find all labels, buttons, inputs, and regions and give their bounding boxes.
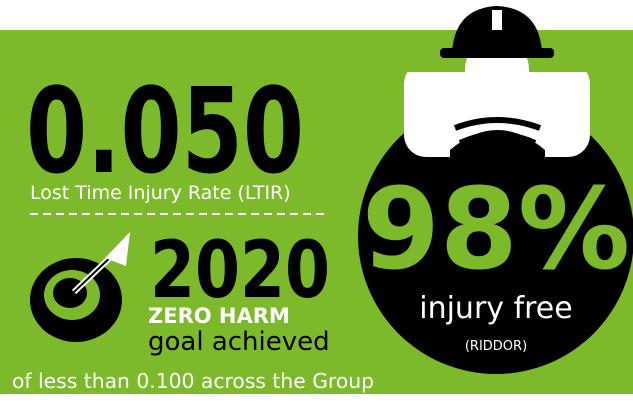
goal-title: ZERO HARM <box>148 304 290 328</box>
goal-subtitle: goal achieved <box>148 327 330 357</box>
ltir-label: Lost Time Injury Rate (LTIR) <box>30 182 291 204</box>
injury-free-value: 98% <box>362 165 630 295</box>
injury-free-label: injury free <box>419 291 572 326</box>
ltir-value: 0.050 <box>26 62 304 200</box>
infographic: 98% injury free (RIDDOR) 0.050 Lost Time… <box>0 0 633 406</box>
injury-free-note: (RIDDOR) <box>465 339 527 354</box>
goal-year: 2020 <box>150 226 330 316</box>
goal-note: of less than 0.100 across the Group <box>12 369 374 393</box>
